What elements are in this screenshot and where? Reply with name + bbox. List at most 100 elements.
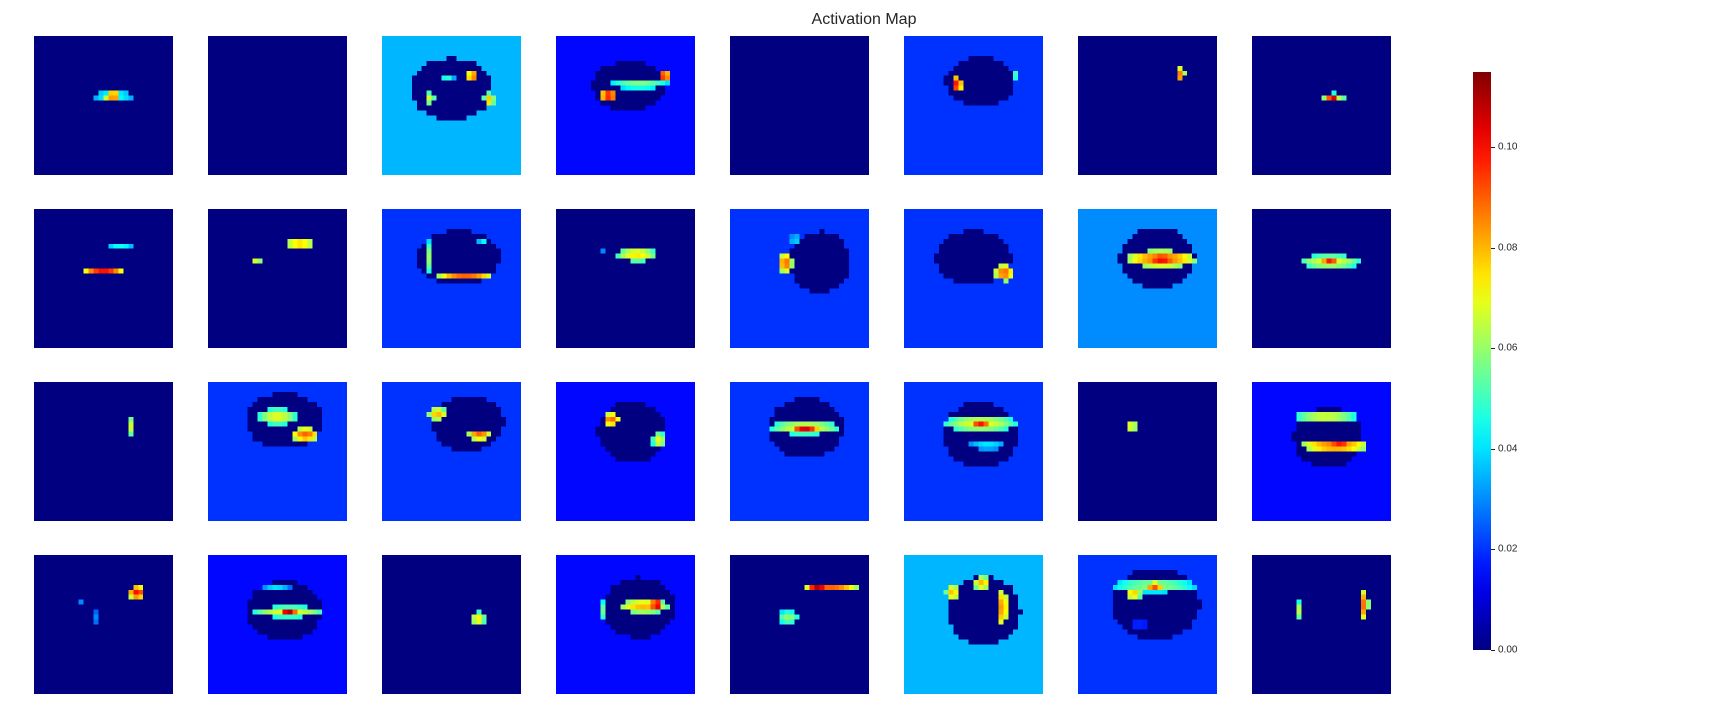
- heatmap-cell: [322, 110, 328, 116]
- heatmap-cell: [401, 45, 407, 51]
- heatmap-cell: [640, 55, 646, 61]
- heatmap-cell: [565, 40, 571, 47]
- heatmap-cell: [73, 50, 79, 56]
- heatmap-cell: [923, 115, 929, 121]
- chart-title: Activation Map: [0, 11, 1728, 29]
- heatmap-cell: [1087, 45, 1093, 51]
- heatmap-cell: [660, 65, 666, 71]
- heatmap-cell: [769, 95, 775, 101]
- heatmap-cell: [854, 55, 860, 61]
- heatmap-cell: [73, 65, 79, 71]
- heatmap-cell: [426, 120, 432, 126]
- heatmap-cell: [68, 145, 74, 151]
- heatmap-cell: [168, 50, 173, 56]
- heatmap-cell: [1102, 80, 1108, 86]
- heatmap-cell: [436, 90, 442, 96]
- heatmap-cell: [212, 50, 219, 56]
- heatmap-cell: [809, 160, 815, 166]
- heatmap-cell: [923, 130, 929, 136]
- heatmap-cell: [759, 150, 765, 156]
- heatmap-cell: [759, 130, 765, 136]
- heatmap-cell: [78, 40, 84, 47]
- heatmap-cell: [143, 170, 149, 175]
- heatmap-cell: [864, 155, 869, 161]
- heatmap-cell: [769, 140, 775, 146]
- heatmap-cell: [844, 90, 850, 96]
- heatmap-cell: [471, 165, 477, 171]
- heatmap-cell: [34, 145, 40, 151]
- heatmap-cell: [128, 40, 134, 47]
- heatmap-cell: [759, 40, 765, 47]
- heatmap-cell: [222, 165, 228, 171]
- heatmap-cell: [133, 170, 139, 175]
- heatmap-cell: [451, 100, 457, 106]
- heatmap-cell: [451, 85, 457, 91]
- heatmap-cell: [466, 55, 472, 61]
- heatmap-cell: [923, 145, 929, 151]
- heatmap-cell: [391, 95, 397, 101]
- heatmap-cell: [1197, 40, 1203, 47]
- heatmap-cell: [849, 65, 855, 71]
- heatmap-cell: [585, 170, 591, 175]
- heatmap-cell: [1162, 36, 1168, 42]
- heatmap-cell: [769, 130, 775, 136]
- heatmap-cell: [416, 95, 422, 101]
- heatmap-cell: [983, 40, 989, 47]
- heatmap-cell: [257, 115, 263, 121]
- heatmap-cell: [908, 75, 915, 81]
- heatmap-cell: [411, 170, 417, 175]
- heatmap-cell: [943, 60, 949, 66]
- heatmap-cell: [819, 40, 825, 47]
- heatmap-cell: [988, 165, 994, 171]
- heatmap-cell: [98, 125, 104, 131]
- heatmap-cell: [103, 170, 109, 175]
- heatmap-cell: [804, 60, 810, 66]
- heatmap-cell: [933, 85, 939, 91]
- heatmap-cell: [143, 140, 149, 146]
- heatmap-cell: [769, 100, 775, 106]
- heatmap-cell: [481, 45, 487, 51]
- heatmap-cell: [560, 150, 567, 156]
- heatmap-cell: [426, 135, 432, 141]
- heatmap-cell: [595, 55, 601, 61]
- heatmap-cell: [560, 70, 567, 76]
- heatmap-cell: [287, 70, 293, 76]
- heatmap-cell: [93, 70, 99, 76]
- heatmap-cell: [834, 130, 840, 136]
- heatmap-cell: [217, 80, 223, 86]
- heatmap-cell: [232, 45, 238, 51]
- heatmap-cell: [784, 40, 790, 47]
- heatmap-cell: [556, 45, 562, 51]
- heatmap-cell: [267, 135, 273, 141]
- heatmap-cell: [73, 155, 79, 161]
- heatmap-cell: [48, 80, 54, 86]
- heatmap-cell: [665, 135, 671, 141]
- heatmap-cell: [491, 70, 497, 76]
- heatmap-cell: [1028, 135, 1034, 141]
- heatmap-cell: [918, 110, 924, 116]
- heatmap-cell: [1107, 36, 1113, 42]
- heatmap-cell: [968, 135, 974, 141]
- heatmap-cell: [262, 105, 268, 111]
- activation-tile-1-1: [34, 36, 173, 175]
- heatmap-cell: [516, 60, 521, 66]
- heatmap-cell: [998, 130, 1004, 136]
- heatmap-cell: [312, 60, 318, 66]
- heatmap-cell: [983, 90, 989, 96]
- heatmap-cell: [730, 125, 736, 131]
- heatmap-cell: [963, 170, 969, 175]
- heatmap-cell: [73, 40, 79, 47]
- heatmap-cell: [913, 45, 919, 51]
- heatmap-cell: [163, 45, 169, 51]
- heatmap-cell: [208, 105, 214, 111]
- heatmap-cell: [406, 105, 412, 111]
- heatmap-cell: [978, 140, 984, 146]
- heatmap-cell: [118, 115, 124, 121]
- heatmap-cell: [401, 40, 407, 47]
- heatmap-cell: [938, 130, 944, 136]
- heatmap-cell: [153, 45, 159, 51]
- heatmap-cell: [670, 45, 676, 51]
- heatmap-cell: [789, 75, 795, 81]
- heatmap-cell: [317, 150, 323, 156]
- heatmap-cell: [461, 60, 467, 66]
